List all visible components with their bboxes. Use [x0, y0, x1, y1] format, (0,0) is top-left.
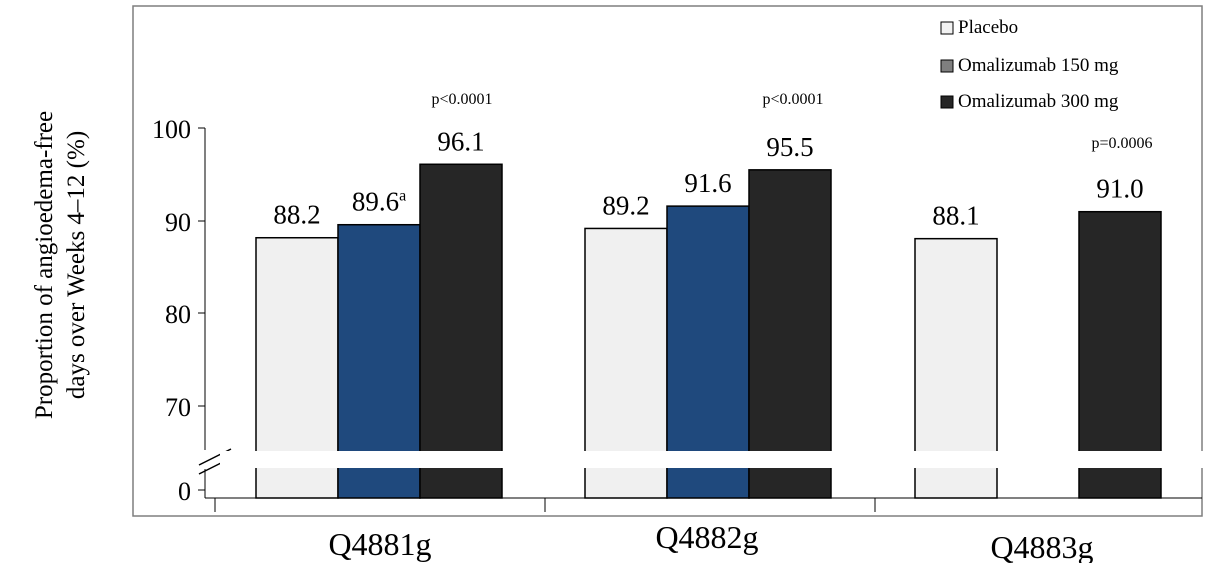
- value-label-superscript: a: [399, 188, 406, 205]
- y-axis-title-line2: days over Weeks 4–12 (%): [63, 131, 90, 399]
- value-label-q4883g-placebo: 88.1: [932, 201, 979, 231]
- value-label-q4882g-placebo: 89.2: [602, 190, 649, 220]
- axis-break-gap: [220, 451, 1205, 468]
- legend-label-omalizumab-150: Omalizumab 150 mg: [958, 55, 1119, 76]
- plot-frame: [132, 5, 1203, 517]
- x-category-label-q4882g: Q4882g: [655, 519, 758, 555]
- legend: Placebo Omalizumab 150 mg Omalizumab 300…: [940, 17, 1119, 112]
- x-category-label-q4881g: Q4881g: [328, 526, 431, 562]
- p-value-q4882g: p<0.0001: [762, 91, 823, 108]
- p-value-q4881g: p<0.0001: [431, 91, 492, 108]
- value-label-q4881g-omalizumab-300: 96.1: [437, 126, 484, 156]
- y-tick-label-0: 0: [178, 477, 191, 506]
- value-label-q4882g-omalizumab-150: 91.6: [684, 168, 731, 198]
- bar-q4881g-omalizumab-300: [419, 163, 503, 499]
- value-label-q4881g-omalizumab-150: 89.6a: [352, 187, 406, 217]
- legend-label-omalizumab-300: Omalizumab 300 mg: [958, 91, 1119, 112]
- y-tick-label-70: 70: [165, 393, 191, 422]
- value-label-q4882g-omalizumab-300: 95.5: [766, 132, 813, 162]
- value-label-q4881g-placebo: 88.2: [273, 200, 320, 230]
- y-tick-label-100: 100: [152, 115, 191, 144]
- p-value-q4883g: p=0.0006: [1091, 135, 1152, 152]
- y-axis: 0 70 80 90 100: [152, 115, 205, 506]
- legend-swatch-placebo: [940, 21, 954, 35]
- y-tick-label-90: 90: [165, 208, 191, 237]
- legend-swatch-omalizumab-150: [940, 59, 954, 73]
- bar-q4882g-omalizumab-300: [748, 169, 832, 499]
- bar-q4883g-omalizumab-300: [1078, 210, 1162, 499]
- value-labels: 88.2 89.6a 96.1 89.2 91.6 95.5 88.1 91.0: [273, 126, 1143, 230]
- x-category-label-q4883g: Q4883g: [990, 529, 1093, 563]
- bar-q4882g-omalizumab-150: [666, 205, 750, 499]
- legend-label-placebo: Placebo: [958, 17, 1018, 38]
- value-label-q4883g-omalizumab-300: 91.0: [1096, 174, 1143, 204]
- legend-swatch-omalizumab-300: [940, 95, 954, 109]
- y-tick-label-80: 80: [165, 300, 191, 329]
- y-axis-title-line1: Proportion of angioedema-free: [31, 111, 58, 419]
